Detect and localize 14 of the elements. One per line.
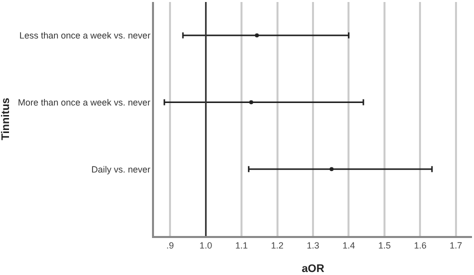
x-tick-label: .9 [166, 240, 174, 251]
y-tick-label: Less than once a week vs. never [19, 30, 150, 41]
x-axis-title: aOR [302, 263, 324, 275]
x-tick-label: 1.7 [450, 240, 462, 251]
y-axis-title: Tinnitus [0, 98, 12, 140]
y-tick-label: Daily vs. never [91, 164, 150, 174]
x-tick-label: 1.6 [414, 240, 426, 251]
x-tick-label: 1.0 [200, 240, 212, 251]
x-tick-label: 1.5 [378, 240, 391, 251]
x-tick-label: 1.4 [342, 240, 355, 251]
x-tick-label: 1.3 [306, 240, 320, 251]
x-tick-label: 1.2 [271, 240, 284, 251]
x-tick-label: 1.1 [235, 240, 248, 251]
y-tick-label: More than once a week vs. never [18, 97, 150, 108]
